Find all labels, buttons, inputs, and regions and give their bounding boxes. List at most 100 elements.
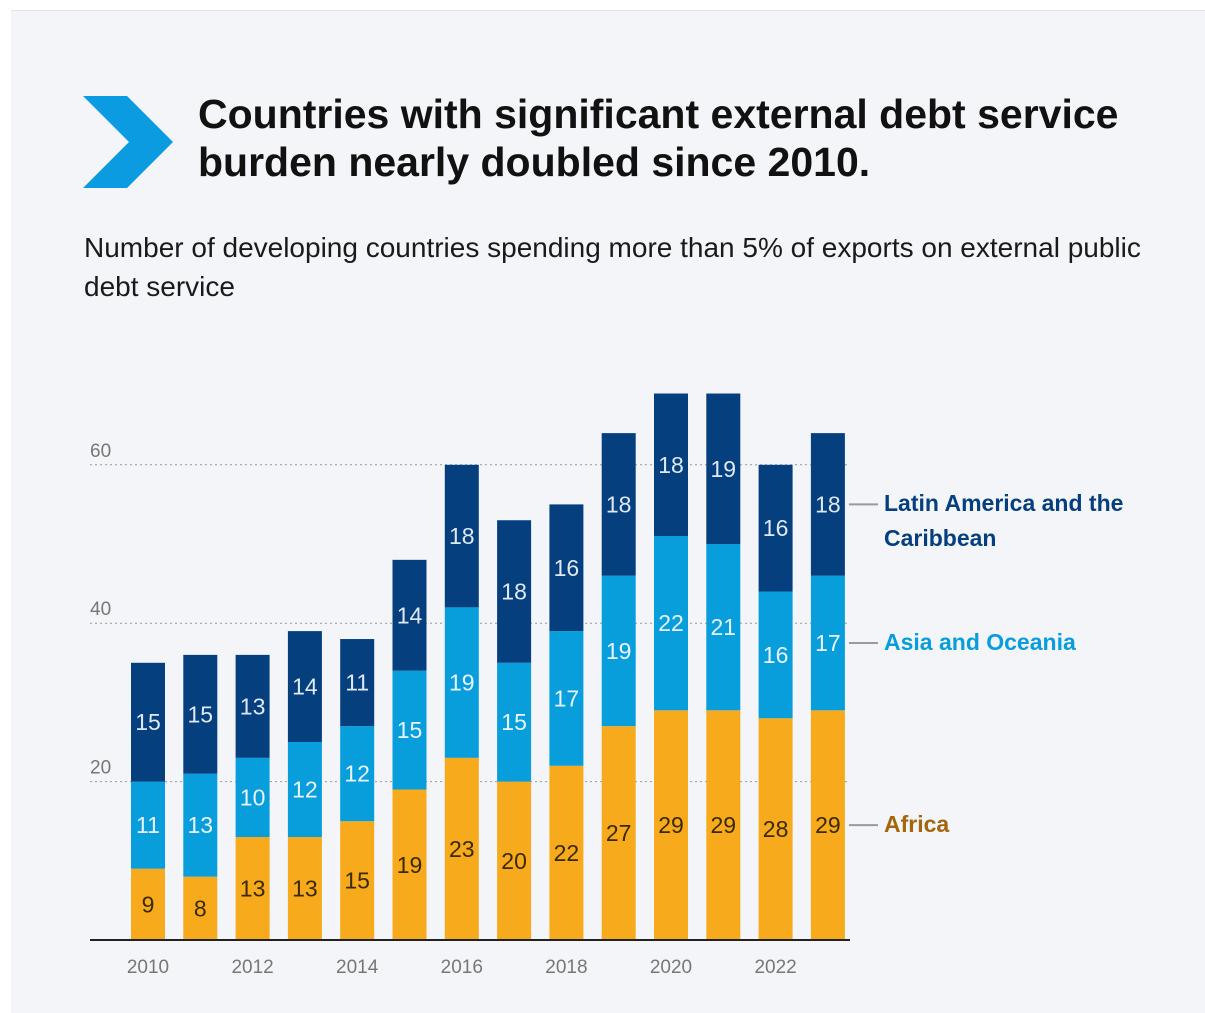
data-label-africa: 23 xyxy=(449,836,475,862)
bar-segment-latam xyxy=(654,393,688,537)
bar-segment-africa xyxy=(497,781,532,940)
data-label-africa: 19 xyxy=(397,852,423,878)
data-label-latam: 18 xyxy=(449,523,475,549)
data-label-latam: 18 xyxy=(501,579,527,605)
y-tick-label: 60 xyxy=(90,441,111,462)
data-label-asia: 12 xyxy=(344,761,370,787)
data-label-latam: 19 xyxy=(711,456,737,482)
bar-segment-latam xyxy=(235,654,270,758)
bar-segment-latam xyxy=(706,393,741,544)
bar-segment-africa xyxy=(654,710,688,940)
bar-segment-asia xyxy=(706,544,741,711)
x-tick-label: 2020 xyxy=(650,957,692,978)
x-tick-label: 2010 xyxy=(127,957,169,978)
data-label-africa: 22 xyxy=(554,840,580,866)
bar-segment-africa xyxy=(235,837,270,940)
bar-segment-asia xyxy=(235,757,270,838)
legend-item-latam: Latin America and the Caribbean xyxy=(884,486,1123,556)
data-label-asia: 15 xyxy=(501,709,527,735)
data-label-africa: 13 xyxy=(240,876,266,902)
bar-segment-latam xyxy=(392,559,427,671)
data-label-asia: 21 xyxy=(711,614,737,640)
data-label-africa: 13 xyxy=(292,876,318,902)
bar-segment-latam xyxy=(287,631,322,742)
data-label-africa: 20 xyxy=(501,848,527,874)
bar-segment-asia xyxy=(549,631,584,766)
x-tick-label: 2018 xyxy=(545,957,587,978)
chevron-right-icon xyxy=(83,96,173,188)
bar-segment-africa xyxy=(549,765,584,940)
bar-segment-asia xyxy=(654,536,688,711)
bar-segment-asia xyxy=(758,591,793,719)
data-label-asia: 15 xyxy=(397,717,423,743)
legend-item-africa: Africa xyxy=(884,807,949,842)
bar-segment-asia xyxy=(183,773,218,877)
bar-segment-asia xyxy=(131,781,165,869)
chart-subtitle: Number of developing countries spending … xyxy=(84,232,1141,302)
data-label-africa: 9 xyxy=(142,891,155,917)
bar-segment-latam xyxy=(810,433,845,576)
x-tick-label: 2016 xyxy=(441,957,483,978)
legend-text-line: Latin America and the xyxy=(884,490,1124,517)
data-label-africa: 8 xyxy=(194,895,207,921)
bar-segment-asia xyxy=(497,662,532,782)
legend-text-line: Caribbean xyxy=(884,525,997,552)
bar-segment-latam xyxy=(183,654,218,774)
data-label-latam: 18 xyxy=(658,452,684,478)
data-label-asia: 13 xyxy=(188,812,214,838)
chart-title: Countries with significant external debt… xyxy=(198,91,1119,185)
y-tick-label: 20 xyxy=(90,758,111,779)
legend-item-asia: Asia and Oceania xyxy=(884,625,1076,660)
y-tick-label: 40 xyxy=(90,599,111,620)
data-label-asia: 11 xyxy=(136,812,160,838)
x-tick-label: 2014 xyxy=(336,957,379,978)
bar-segment-africa xyxy=(131,868,165,940)
data-label-africa: 29 xyxy=(815,812,841,838)
data-label-latam: 16 xyxy=(763,515,789,541)
data-label-africa: 28 xyxy=(763,816,789,842)
x-tick-label: 2022 xyxy=(754,957,796,978)
bar-segment-asia xyxy=(810,575,845,711)
bar-segment-africa xyxy=(444,757,479,940)
data-label-latam: 14 xyxy=(292,674,318,700)
legend-text-line: Africa xyxy=(884,811,950,838)
data-label-latam: 18 xyxy=(606,491,632,517)
bar-segment-africa xyxy=(758,718,793,940)
data-label-latam: 14 xyxy=(397,602,423,628)
legend-text-line: Asia and Oceania xyxy=(884,629,1076,655)
bar-segment-latam xyxy=(444,464,479,608)
data-label-asia: 16 xyxy=(763,642,789,668)
bar-segment-africa xyxy=(706,710,741,940)
data-label-asia: 19 xyxy=(449,670,475,696)
bar-segment-latam xyxy=(497,520,532,663)
data-label-asia: 17 xyxy=(554,685,580,711)
x-tick-label: 2012 xyxy=(231,957,273,978)
bar-segment-asia xyxy=(340,726,375,822)
data-label-asia: 22 xyxy=(658,610,684,636)
bar-segment-africa xyxy=(183,876,218,940)
data-label-latam: 11 xyxy=(345,670,369,696)
bar-segment-asia xyxy=(287,742,322,838)
data-label-asia: 19 xyxy=(606,638,632,664)
data-label-asia: 10 xyxy=(240,784,266,810)
bar-segment-asia xyxy=(601,575,636,727)
bar-segment-africa xyxy=(340,821,375,940)
bar-segment-latam xyxy=(549,504,584,632)
bar-segment-latam xyxy=(340,639,375,727)
data-label-latam: 15 xyxy=(188,701,214,727)
data-label-africa: 29 xyxy=(658,812,684,838)
bar-segment-africa xyxy=(810,710,845,940)
data-label-africa: 15 xyxy=(344,868,370,894)
data-label-africa: 29 xyxy=(711,812,737,838)
data-label-latam: 15 xyxy=(135,709,161,735)
bar-segment-asia xyxy=(444,607,479,758)
bar-segment-latam xyxy=(601,433,636,576)
bar-segment-africa xyxy=(392,789,427,940)
bar-segment-latam xyxy=(131,662,165,782)
data-label-asia: 17 xyxy=(815,630,841,656)
bar-segment-asia xyxy=(392,670,427,790)
data-label-asia: 12 xyxy=(292,777,318,803)
bar-segment-africa xyxy=(287,837,322,940)
bar-segment-latam xyxy=(758,464,793,592)
